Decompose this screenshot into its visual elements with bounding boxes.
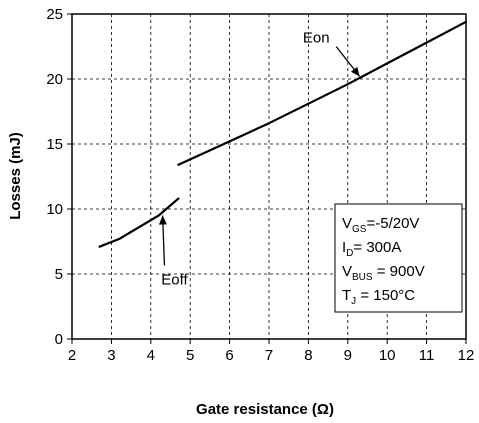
condition-value: = 900V bbox=[373, 263, 425, 280]
annotation-label-eoff: Eoff bbox=[161, 271, 188, 288]
condition-symbol: V bbox=[342, 263, 352, 280]
condition-subscript: BUS bbox=[352, 272, 373, 283]
x-tick-label: 5 bbox=[186, 347, 194, 364]
x-tick-label: 4 bbox=[147, 347, 155, 364]
condition-line: VBUS = 900V bbox=[342, 263, 425, 283]
x-tick-label: 2 bbox=[68, 347, 76, 364]
annotation-arrowhead-eoff bbox=[158, 215, 167, 225]
series-line-eoff bbox=[98, 197, 180, 248]
condition-symbol: V bbox=[342, 215, 352, 232]
y-tick-label: 0 bbox=[55, 331, 63, 348]
axis-ticks: 2 3 4 5 6 7 8 9 10 11 12 0 5 10 15 20 25 bbox=[46, 6, 474, 364]
series-lines bbox=[98, 20, 468, 248]
x-tick-label: 9 bbox=[344, 347, 352, 364]
annotation-label-eon: Eon bbox=[303, 30, 330, 47]
y-tick-label: 20 bbox=[46, 71, 63, 88]
conditions-box-frame bbox=[334, 203, 463, 313]
annotations: Eon Eoff bbox=[158, 30, 361, 288]
series-line-eon bbox=[177, 20, 468, 166]
y-tick-label: 5 bbox=[55, 266, 63, 283]
gridlines bbox=[72, 14, 466, 339]
condition-symbol: I bbox=[342, 239, 346, 256]
x-tick-label: 7 bbox=[265, 347, 273, 364]
x-axis-title: Gate resistance (Ω) bbox=[196, 401, 334, 418]
condition-line: ID= 300A bbox=[342, 239, 401, 259]
condition-symbol: T bbox=[342, 287, 351, 304]
y-tick-label: 15 bbox=[46, 136, 63, 153]
condition-subscript: J bbox=[351, 296, 356, 307]
x-tick-label: 8 bbox=[304, 347, 312, 364]
x-tick-label: 11 bbox=[419, 347, 435, 364]
condition-value: =-5/20V bbox=[366, 215, 419, 232]
condition-value: = 150°C bbox=[356, 287, 415, 304]
y-tick-label: 25 bbox=[46, 6, 63, 23]
x-tick-label: 6 bbox=[225, 347, 233, 364]
y-tick-label: 10 bbox=[46, 201, 63, 218]
condition-line: VGS=-5/20V bbox=[342, 215, 419, 235]
condition-value: = 300A bbox=[353, 239, 401, 256]
x-tick-label: 10 bbox=[379, 347, 396, 364]
x-tick-label: 12 bbox=[458, 347, 475, 364]
annotation-arrowhead-eon bbox=[350, 66, 360, 77]
x-tick-label: 3 bbox=[107, 347, 115, 364]
condition-line: TJ = 150°C bbox=[342, 287, 415, 307]
condition-subscript: GS bbox=[352, 224, 367, 235]
condition-subscript: D bbox=[346, 248, 353, 259]
y-axis-title: Losses (mJ) bbox=[7, 132, 24, 220]
